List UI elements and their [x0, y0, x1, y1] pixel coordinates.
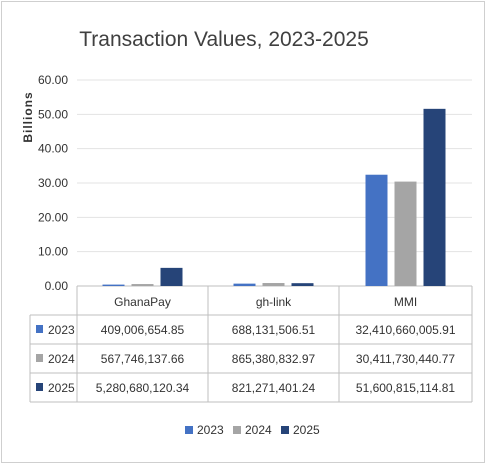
bar-2024-gh-link [262, 283, 285, 286]
category-label: MMI [394, 295, 417, 309]
y-tick-label: 10.00 [38, 245, 68, 259]
table-cell-value: 51,600,815,114.81 [356, 381, 456, 395]
legend-label: 2025 [293, 423, 320, 437]
category-label: GhanaPay [114, 295, 171, 309]
bar-2023-ghanapay [102, 284, 125, 286]
legend-swatch-2025 [281, 426, 289, 434]
bar-2024-ghanapay [131, 284, 154, 286]
table-cell-value: 30,411,730,440.77 [356, 352, 456, 366]
grid-lines [77, 79, 472, 287]
bar-2023-mmi [365, 174, 388, 286]
table-cell-value: 688,131,506.51 [232, 323, 316, 337]
bar-2023-gh-link [233, 283, 256, 286]
data-table: GhanaPay gh-link MMI 2023 409,006,654.85 688,… [29, 286, 473, 403]
y-tick-label: 0.00 [45, 279, 69, 293]
bar-2025-mmi [423, 108, 446, 286]
y-axis-unit-label: Billions [21, 91, 35, 142]
y-tick-label: 50.00 [38, 107, 68, 121]
table-series-name: 2023 [48, 323, 75, 337]
bar-2024-mmi [394, 181, 417, 286]
y-axis-ticks: 0.00 10.00 20.00 30.00 40.00 50.00 60.00 [38, 73, 68, 293]
legend-label: 2024 [245, 423, 272, 437]
table-cell-value: 409,006,654.85 [101, 323, 185, 337]
y-tick-label: 20.00 [38, 210, 68, 224]
legend-swatch-2023 [185, 426, 193, 434]
legend-swatch-2024 [233, 426, 241, 434]
bar-2025-ghanapay [160, 267, 183, 286]
y-tick-label: 40.00 [38, 142, 68, 156]
y-tick-label: 60.00 [38, 73, 68, 87]
table-cell-value: 865,380,832.97 [232, 352, 316, 366]
y-tick-label: 30.00 [38, 176, 68, 190]
table-series-key-2025 [36, 383, 43, 391]
table-cell-value: 567,746,137.66 [101, 352, 185, 366]
table-series-key-2024 [36, 354, 43, 362]
bars [102, 108, 446, 286]
table-cell-value: 5,280,680,120.34 [96, 381, 190, 395]
chart-title: Transaction Values, 2023-2025 [79, 28, 369, 51]
table-series-name: 2024 [48, 352, 75, 366]
table-series-key-2023 [36, 325, 43, 333]
legend: 2023 2024 2025 [185, 423, 320, 437]
bar-2025-gh-link [291, 283, 314, 286]
table-cell-value: 32,410,660,005.91 [355, 323, 455, 337]
table-cell-value: 821,271,401.24 [232, 381, 316, 395]
table-series-name: 2025 [48, 381, 75, 395]
category-label: gh-link [256, 295, 292, 309]
legend-label: 2023 [197, 423, 224, 437]
